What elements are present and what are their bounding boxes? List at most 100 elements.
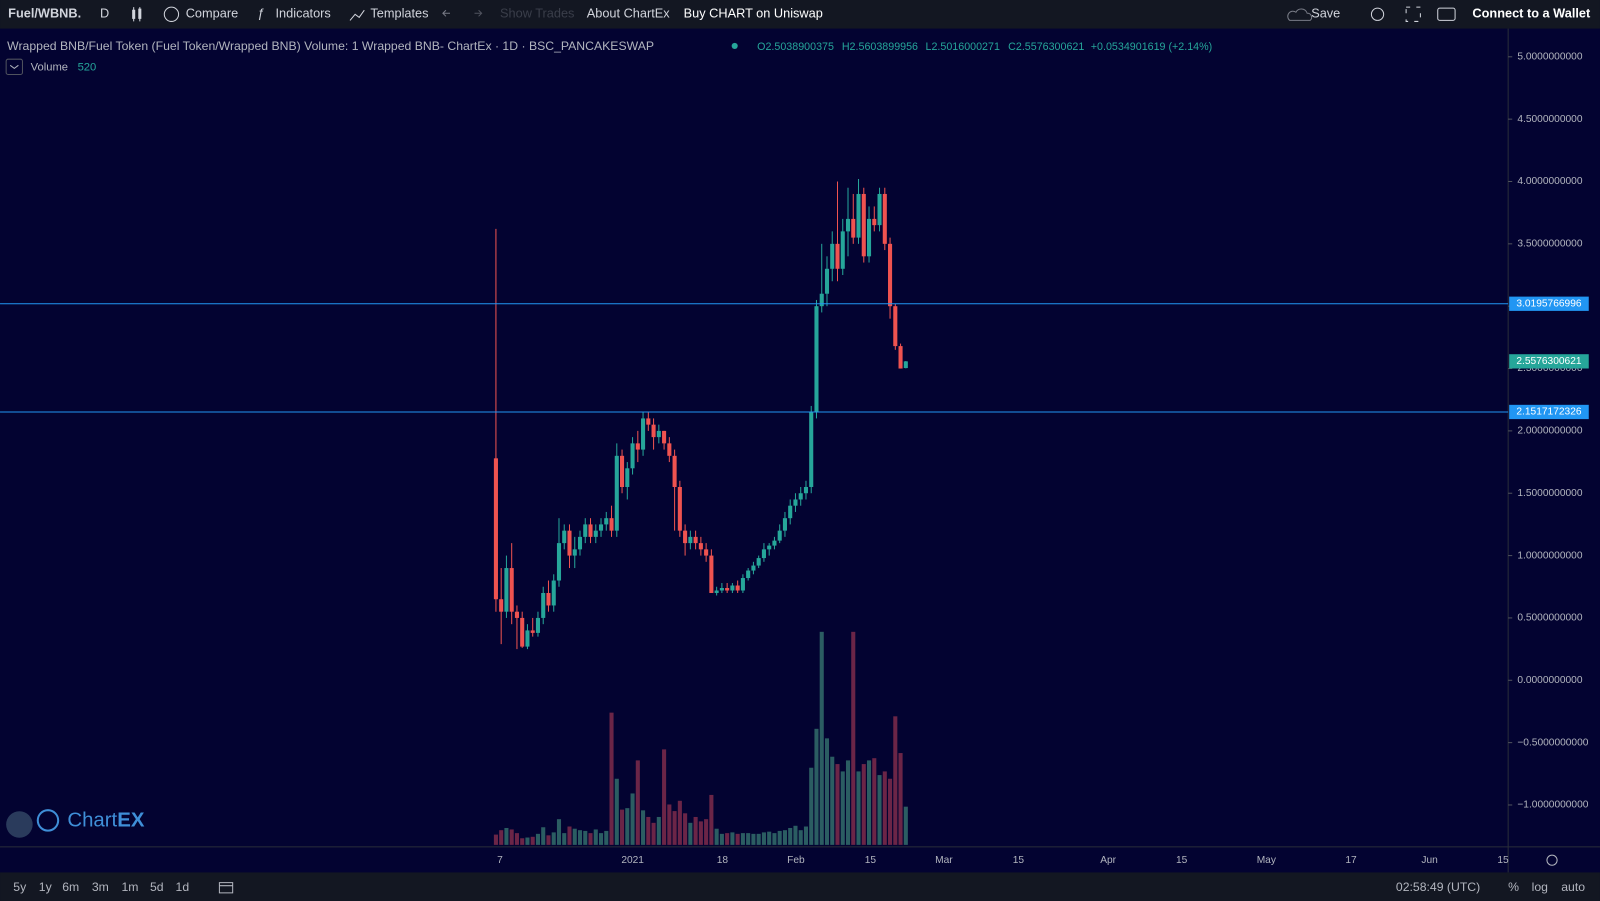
volume-bar [551,832,556,845]
candle-body [541,592,546,618]
candle-body [840,231,845,269]
candle-body [667,443,672,456]
templates-icon[interactable] [349,9,365,21]
volume-bar [598,833,604,845]
x-tick-label: Feb [787,855,805,866]
volume-bar [504,827,509,845]
candle-body [809,412,814,488]
volume-bar [777,830,782,845]
volume-bar [662,749,667,845]
candle-body [725,588,730,591]
volume-label: Volume [31,61,68,73]
volume-bar [583,830,588,845]
y-tick-label: 2.5000000000 [1517,363,1582,374]
price-tag-label: 2.1517172326 [1516,407,1581,418]
candle-body [782,518,787,531]
volume-bar [625,808,630,845]
redo[interactable] [474,9,483,17]
y-tick-label: −0.5000000000 [1517,737,1588,748]
percent-toggle[interactable]: % [1508,880,1519,894]
volume-bar [593,829,598,845]
legend-open: O2.5038900375 [757,41,834,53]
volume-value: 520 [78,61,97,73]
collapse-toggle[interactable] [5,58,23,75]
volume-bar [872,758,877,845]
volume-bar [688,822,693,845]
volume-bar [814,728,819,845]
logo [36,809,60,832]
volume-bar [730,832,735,845]
range-button[interactable]: 1d [176,880,190,894]
candle-body [893,306,898,347]
axis-settings[interactable] [1546,854,1558,866]
range-button[interactable]: 3m [92,880,109,894]
volume-bar [667,804,672,845]
compare-icon[interactable] [163,6,180,22]
symbol[interactable]: Fuel/WBNB. [8,6,81,21]
brand-text: Chart [67,810,117,832]
volume-bar [798,830,803,845]
candle-body [499,599,504,612]
legend-title: Wrapped BNB/Fuel Token (Fuel Token/Wrapp… [7,39,654,53]
candle-body [751,565,756,571]
candle-body [683,530,688,544]
templates[interactable]: Templates [370,6,428,21]
settings[interactable] [1370,7,1385,21]
y-tick-label: 0.5000000000 [1517,613,1582,624]
candle-body [588,524,593,537]
snapshot[interactable] [1437,7,1456,21]
volume-bar [698,821,703,845]
volume-bar [861,764,866,845]
volume-bar [562,833,567,845]
buy[interactable]: Buy CHART on Uniswap [684,6,823,21]
candle-body [898,346,903,369]
volume-bar [514,833,519,845]
x-tick-label: 15 [865,855,877,866]
volume-bar [556,819,562,845]
show-trades[interactable]: Show Trades [500,6,574,21]
save-icon[interactable] [1287,8,1313,21]
volume-bar [809,767,814,845]
volume-bar [835,764,840,845]
candle-body [772,540,777,546]
volume-bar [888,778,893,845]
range-button[interactable]: 6m [62,880,79,894]
undo[interactable] [442,9,451,17]
compare[interactable]: Compare [186,6,238,21]
volume-bar [620,809,625,845]
candle-body [656,430,661,438]
volume-bar [772,833,777,845]
volume-bar [604,830,609,845]
volume-bar [630,793,635,845]
volume-bar [882,771,887,845]
volume-bar [656,816,661,845]
bottom-bar [0,872,1600,901]
auto-toggle[interactable]: auto [1561,880,1585,894]
candle-body [746,570,751,579]
candle-body [861,193,866,257]
range-button[interactable]: 1m [121,880,138,894]
range-button[interactable]: 5d [150,880,164,894]
indicators[interactable]: Indicators [276,6,331,21]
fullscreen[interactable] [1405,6,1421,22]
save[interactable]: Save [1311,6,1340,21]
log-toggle[interactable]: log [1532,880,1549,894]
legend-low: L2.5016000271 [926,41,1000,53]
candle-body [614,455,619,531]
indicators-icon[interactable]: ƒ [257,6,264,21]
date-range-icon[interactable] [218,882,234,894]
range-button[interactable]: 1y [39,880,53,894]
interval[interactable]: D [100,6,109,21]
volume-bar [493,834,498,845]
logo-badge [6,811,33,838]
last-price-tag [1509,354,1589,369]
candle-body [651,424,656,438]
about[interactable]: About ChartEx [587,6,671,21]
candle-body [709,555,714,593]
connect-wallet[interactable]: Connect to a Wallet [1472,6,1591,21]
chart-type-icon[interactable] [132,7,142,22]
legend-high: H2.5603899956 [842,41,918,53]
candle-body [620,455,625,488]
range-button[interactable]: 5y [13,880,27,894]
